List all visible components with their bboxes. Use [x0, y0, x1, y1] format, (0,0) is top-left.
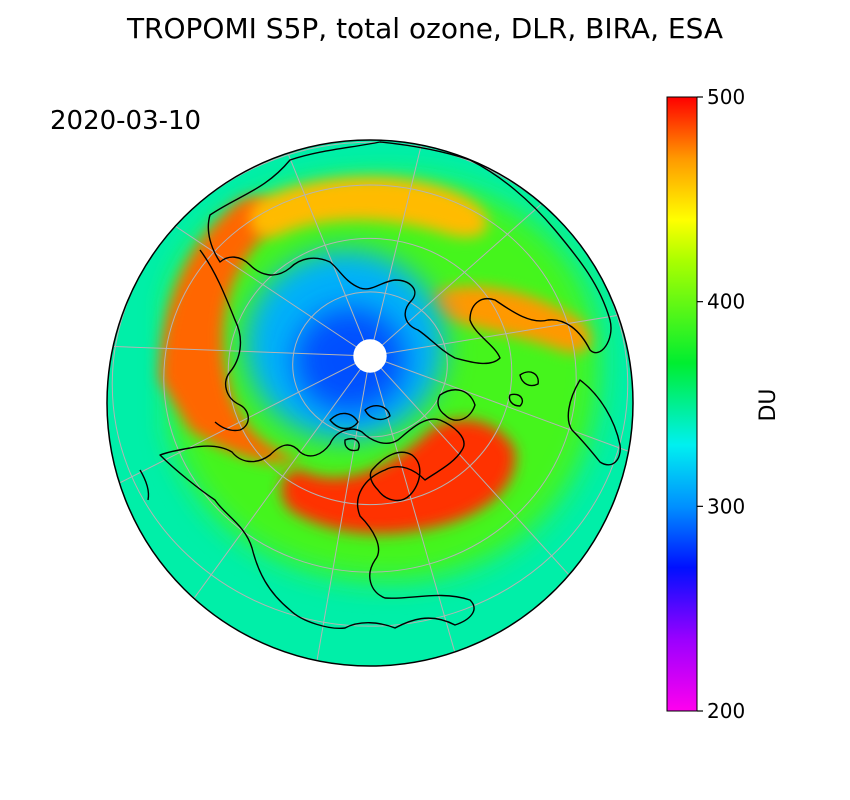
- graticule-parallel-3: [111, 141, 629, 627]
- ozone-vortex-core: [295, 308, 405, 412]
- graticule-meridian-7: [152, 211, 371, 357]
- graticule-meridian-3: [312, 355, 371, 666]
- graticule-meridian-6: [107, 345, 371, 357]
- colorbar-gradient: [666, 96, 698, 712]
- colorbar-tick-label-3: 200: [707, 699, 745, 723]
- date-label: 2020-03-10: [50, 106, 202, 136]
- graticule-parallel-0: [292, 291, 448, 438]
- graticule-meridian-10: [369, 185, 562, 357]
- ozone-high-band-west: [160, 197, 300, 463]
- graticule-meridian-1: [369, 355, 588, 595]
- page-title: TROPOMI S5P, total ozone, DLR, BIRA, ESA: [126, 12, 724, 45]
- colorbar-label: DU: [756, 388, 781, 421]
- graticule-meridian-11: [369, 310, 633, 357]
- graticule-meridian-8: [277, 140, 371, 357]
- coastlines: [139, 141, 621, 629]
- globe-outline: [106, 139, 634, 667]
- ozone-high-band-south: [281, 419, 516, 534]
- colorbar-tick-label-2: 300: [707, 494, 745, 518]
- ozone-high-band-east: [431, 286, 591, 353]
- colorbar-tick-label-1: 400: [707, 290, 745, 314]
- graticule-meridian-0: [369, 355, 633, 461]
- colorbar-ticks: 500 400 300 200: [697, 85, 745, 723]
- colorbar-tick-label-0: 500: [707, 85, 745, 109]
- graticule-meridian-4: [178, 355, 371, 621]
- graticule-meridian-9: [369, 140, 428, 357]
- graticule-meridian-2: [369, 355, 463, 666]
- graticule-parallel-1: [227, 237, 513, 506]
